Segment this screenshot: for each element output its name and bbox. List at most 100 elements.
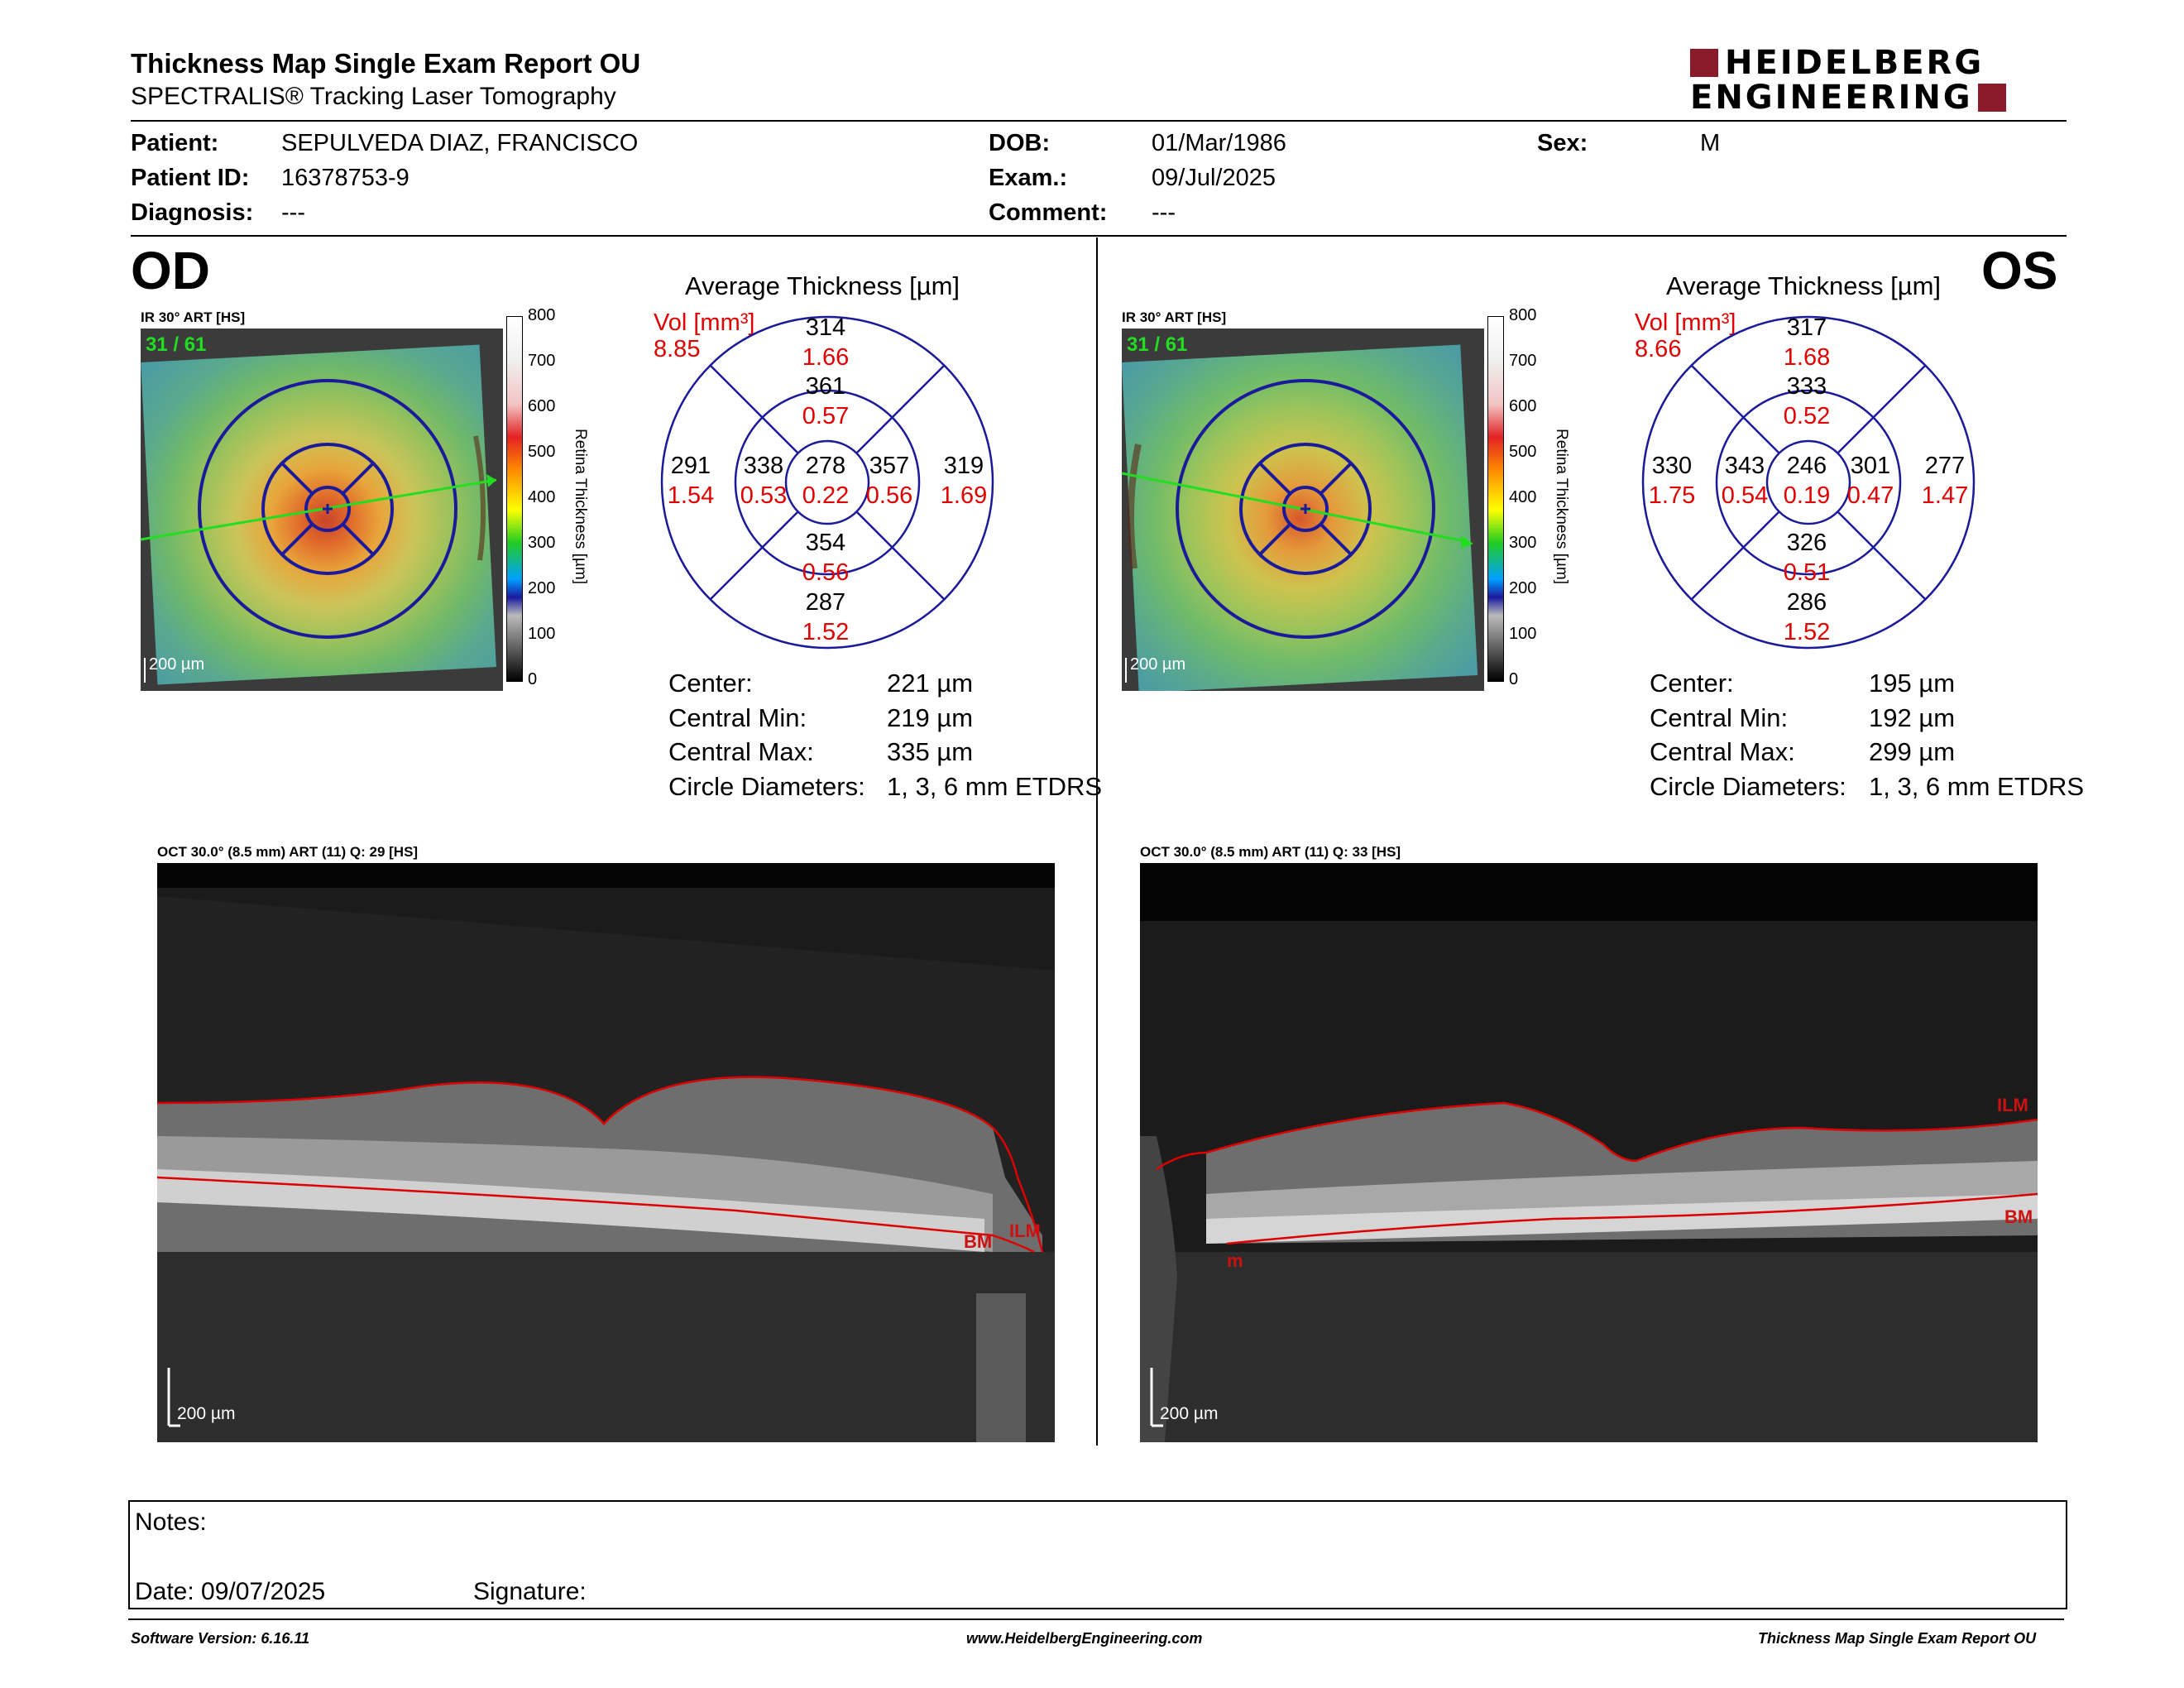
footer-divider <box>128 1618 2064 1620</box>
sex-value: M <box>1700 130 1721 156</box>
os-cb-tick: 0 <box>1509 670 1519 688</box>
od-frame-count: 31 / 61 <box>146 333 207 356</box>
od-fundus-image: 31 / 61 200 µm <box>141 328 503 691</box>
od-outer-left-volume: 1.54 <box>668 482 714 509</box>
od-outer-left-thickness: 291 <box>671 453 711 479</box>
patient-divider <box>131 235 2067 237</box>
od-inner-inf-thickness: 354 <box>806 530 845 556</box>
os-cb-tick: 300 <box>1509 534 1537 552</box>
od-stat-max-label: Central Max: <box>668 737 814 766</box>
os-stat-center-label: Center: <box>1650 669 1734 698</box>
notes-box[interactable]: Notes: Date: 09/07/2025 Signature: <box>128 1500 2067 1609</box>
od-stat-min-label: Central Min: <box>668 703 807 732</box>
os-fundus-scale: 200 µm <box>1130 655 1186 674</box>
heidelberg-logo: HEIDELBERG ENGINEERING <box>1690 46 2079 115</box>
od-oct-ilm-label: ILM <box>1009 1220 1041 1241</box>
dob-value: 01/Mar/1986 <box>1152 130 1286 156</box>
os-stat-diam-label: Circle Diameters: <box>1650 772 1846 801</box>
patient-id-value: 16378753-9 <box>281 165 410 191</box>
od-cb-tick: 200 <box>528 579 556 597</box>
os-stat-diam-value: 1, 3, 6 mm ETDRS <box>1869 772 2085 801</box>
os-center-volume: 0.19 <box>1784 482 1830 509</box>
os-cb-tick: 800 <box>1509 306 1537 324</box>
logo-square-left <box>1690 49 1718 77</box>
od-inner-right-thickness: 357 <box>869 453 909 479</box>
os-outer-sup-thickness: 317 <box>1787 314 1827 341</box>
notes-label: Notes: <box>135 1508 207 1536</box>
od-outer-inf-volume: 1.52 <box>802 619 849 645</box>
os-cb-tick: 600 <box>1509 397 1537 415</box>
od-cb-tick: 500 <box>528 443 556 461</box>
footer-report-name: Thickness Map Single Exam Report OU <box>1758 1630 2037 1647</box>
os-inner-left-volume: 0.54 <box>1722 482 1768 509</box>
footer-software-version: Software Version: 6.16.11 <box>131 1630 310 1647</box>
od-oct-label: OCT 30.0° (8.5 mm) ART (11) Q: 29 [HS] <box>157 844 419 860</box>
os-colorbar <box>1487 316 1504 682</box>
diagnosis-value: --- <box>281 199 305 226</box>
os-cb-tick: 500 <box>1509 443 1537 461</box>
os-inner-right-volume: 0.47 <box>1847 482 1894 509</box>
od-vol-value: 8.85 <box>654 336 701 362</box>
od-colorbar-title: Retina Thickness [µm] <box>572 429 589 584</box>
os-outer-right-volume: 1.47 <box>1922 482 1968 509</box>
os-stat-max-label: Central Max: <box>1650 737 1795 766</box>
os-ir-label: IR 30° ART [HS] <box>1122 309 1227 325</box>
os-inner-sup-volume: 0.52 <box>1784 403 1830 429</box>
logo-line2: ENGINEERING <box>1690 79 1973 117</box>
patient-id-label: Patient ID: <box>131 165 250 191</box>
os-fundus-scale-bar <box>1125 658 1127 683</box>
os-center-thickness: 246 <box>1787 453 1827 479</box>
os-colorbar-ticks: 800 700 600 500 400 300 200 100 0 <box>1509 306 1559 688</box>
od-center-thickness: 278 <box>806 453 845 479</box>
os-outer-right-thickness: 277 <box>1925 453 1965 479</box>
sex-label: Sex: <box>1537 130 1588 156</box>
od-inner-left-thickness: 338 <box>744 453 783 479</box>
od-inner-left-volume: 0.53 <box>740 482 787 509</box>
os-etdrs-title: Average Thickness [µm] <box>1666 271 1942 300</box>
os-eye-label: OS <box>1981 241 2058 300</box>
od-oct-scale: 200 µm <box>177 1404 236 1423</box>
footer-website-link[interactable]: www.HeidelbergEngineering.com <box>966 1630 1203 1647</box>
od-etdrs-title: Average Thickness [µm] <box>685 271 960 300</box>
od-oct-bscan: ILM BM 200 µm <box>157 863 1055 1442</box>
od-cb-tick: 0 <box>528 670 538 688</box>
od-inner-inf-volume: 0.56 <box>802 559 849 586</box>
logo-line1: HEIDELBERG <box>1725 44 1985 82</box>
od-inner-right-volume: 0.56 <box>866 482 912 509</box>
os-oct-label: OCT 30.0° (8.5 mm) ART (11) Q: 33 [HS] <box>1140 844 1401 860</box>
od-outer-sup-volume: 1.66 <box>802 344 849 371</box>
os-colorbar-title: Retina Thickness [µm] <box>1553 429 1570 584</box>
od-stat-diam-value: 1, 3, 6 mm ETDRS <box>887 772 1103 801</box>
logo-square-right <box>1977 84 2006 112</box>
report-title: Thickness Map Single Exam Report OU <box>131 48 641 79</box>
os-etdrs-chart: 317 1.68 333 0.52 246 0.19 343 0.54 301 … <box>1641 314 1976 650</box>
od-outer-sup-thickness: 314 <box>806 314 845 341</box>
od-oct-layers <box>157 888 1055 1442</box>
od-cb-tick: 800 <box>528 306 556 324</box>
od-stat-center-value: 221 µm <box>887 669 974 698</box>
os-vol-value: 8.66 <box>1635 336 1682 362</box>
patient-value: SEPULVEDA DIAZ, FRANCISCO <box>281 130 639 156</box>
os-stat-center-value: 195 µm <box>1869 669 1956 698</box>
os-cb-tick: 700 <box>1509 352 1537 370</box>
od-stat-min-value: 219 µm <box>887 703 974 732</box>
os-outer-inf-thickness: 286 <box>1787 589 1827 616</box>
os-inner-left-thickness: 343 <box>1725 453 1765 479</box>
od-stat-max-value: 335 µm <box>887 737 974 766</box>
od-stat-center-label: Center: <box>668 669 753 698</box>
od-fundus-scale-bar <box>144 658 146 683</box>
os-stat-min-value: 192 µm <box>1869 703 1956 732</box>
od-inner-sup-volume: 0.57 <box>802 403 849 429</box>
od-colorbar <box>506 316 523 682</box>
od-etdrs-grid-overlay <box>141 379 497 639</box>
os-inner-inf-thickness: 326 <box>1787 530 1827 556</box>
header-divider <box>131 120 2067 122</box>
od-vol-label: Vol [mm³] <box>654 309 755 336</box>
os-outer-left-volume: 1.75 <box>1649 482 1695 509</box>
od-cb-tick: 400 <box>528 488 556 506</box>
os-oct-scale: 200 µm <box>1160 1404 1219 1423</box>
os-etdrs-grid-overlay <box>1122 379 1473 639</box>
os-inner-sup-thickness: 333 <box>1787 373 1827 400</box>
os-cb-tick: 200 <box>1509 579 1537 597</box>
od-inner-sup-thickness: 361 <box>806 373 845 400</box>
